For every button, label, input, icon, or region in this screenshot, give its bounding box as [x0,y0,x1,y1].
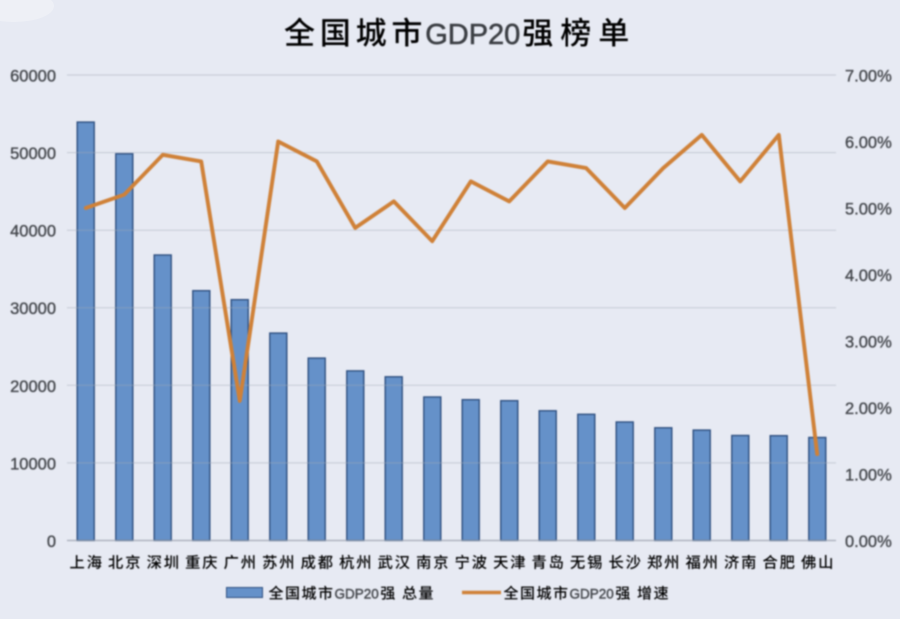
svg-text:GDP20: GDP20 [335,587,379,602]
svg-text:60000: 60000 [10,68,56,86]
svg-text:0: 0 [47,533,56,551]
svg-text:4.00%: 4.00% [845,267,892,285]
svg-text:50000: 50000 [10,145,56,163]
svg-text:GDP20: GDP20 [425,19,520,51]
svg-text:3.00%: 3.00% [845,334,892,352]
svg-text:GDP20: GDP20 [570,587,614,602]
svg-text:2.00%: 2.00% [845,400,892,418]
svg-text:5.00%: 5.00% [845,201,892,219]
svg-text:40000: 40000 [10,223,56,241]
svg-text:1.00%: 1.00% [845,467,892,485]
svg-text:0.00%: 0.00% [845,533,892,551]
svg-text:20000: 20000 [10,378,56,396]
svg-text:30000: 30000 [10,300,56,318]
svg-text:10000: 10000 [10,455,56,473]
svg-text:6.00%: 6.00% [845,134,892,152]
svg-text:7.00%: 7.00% [845,68,892,86]
